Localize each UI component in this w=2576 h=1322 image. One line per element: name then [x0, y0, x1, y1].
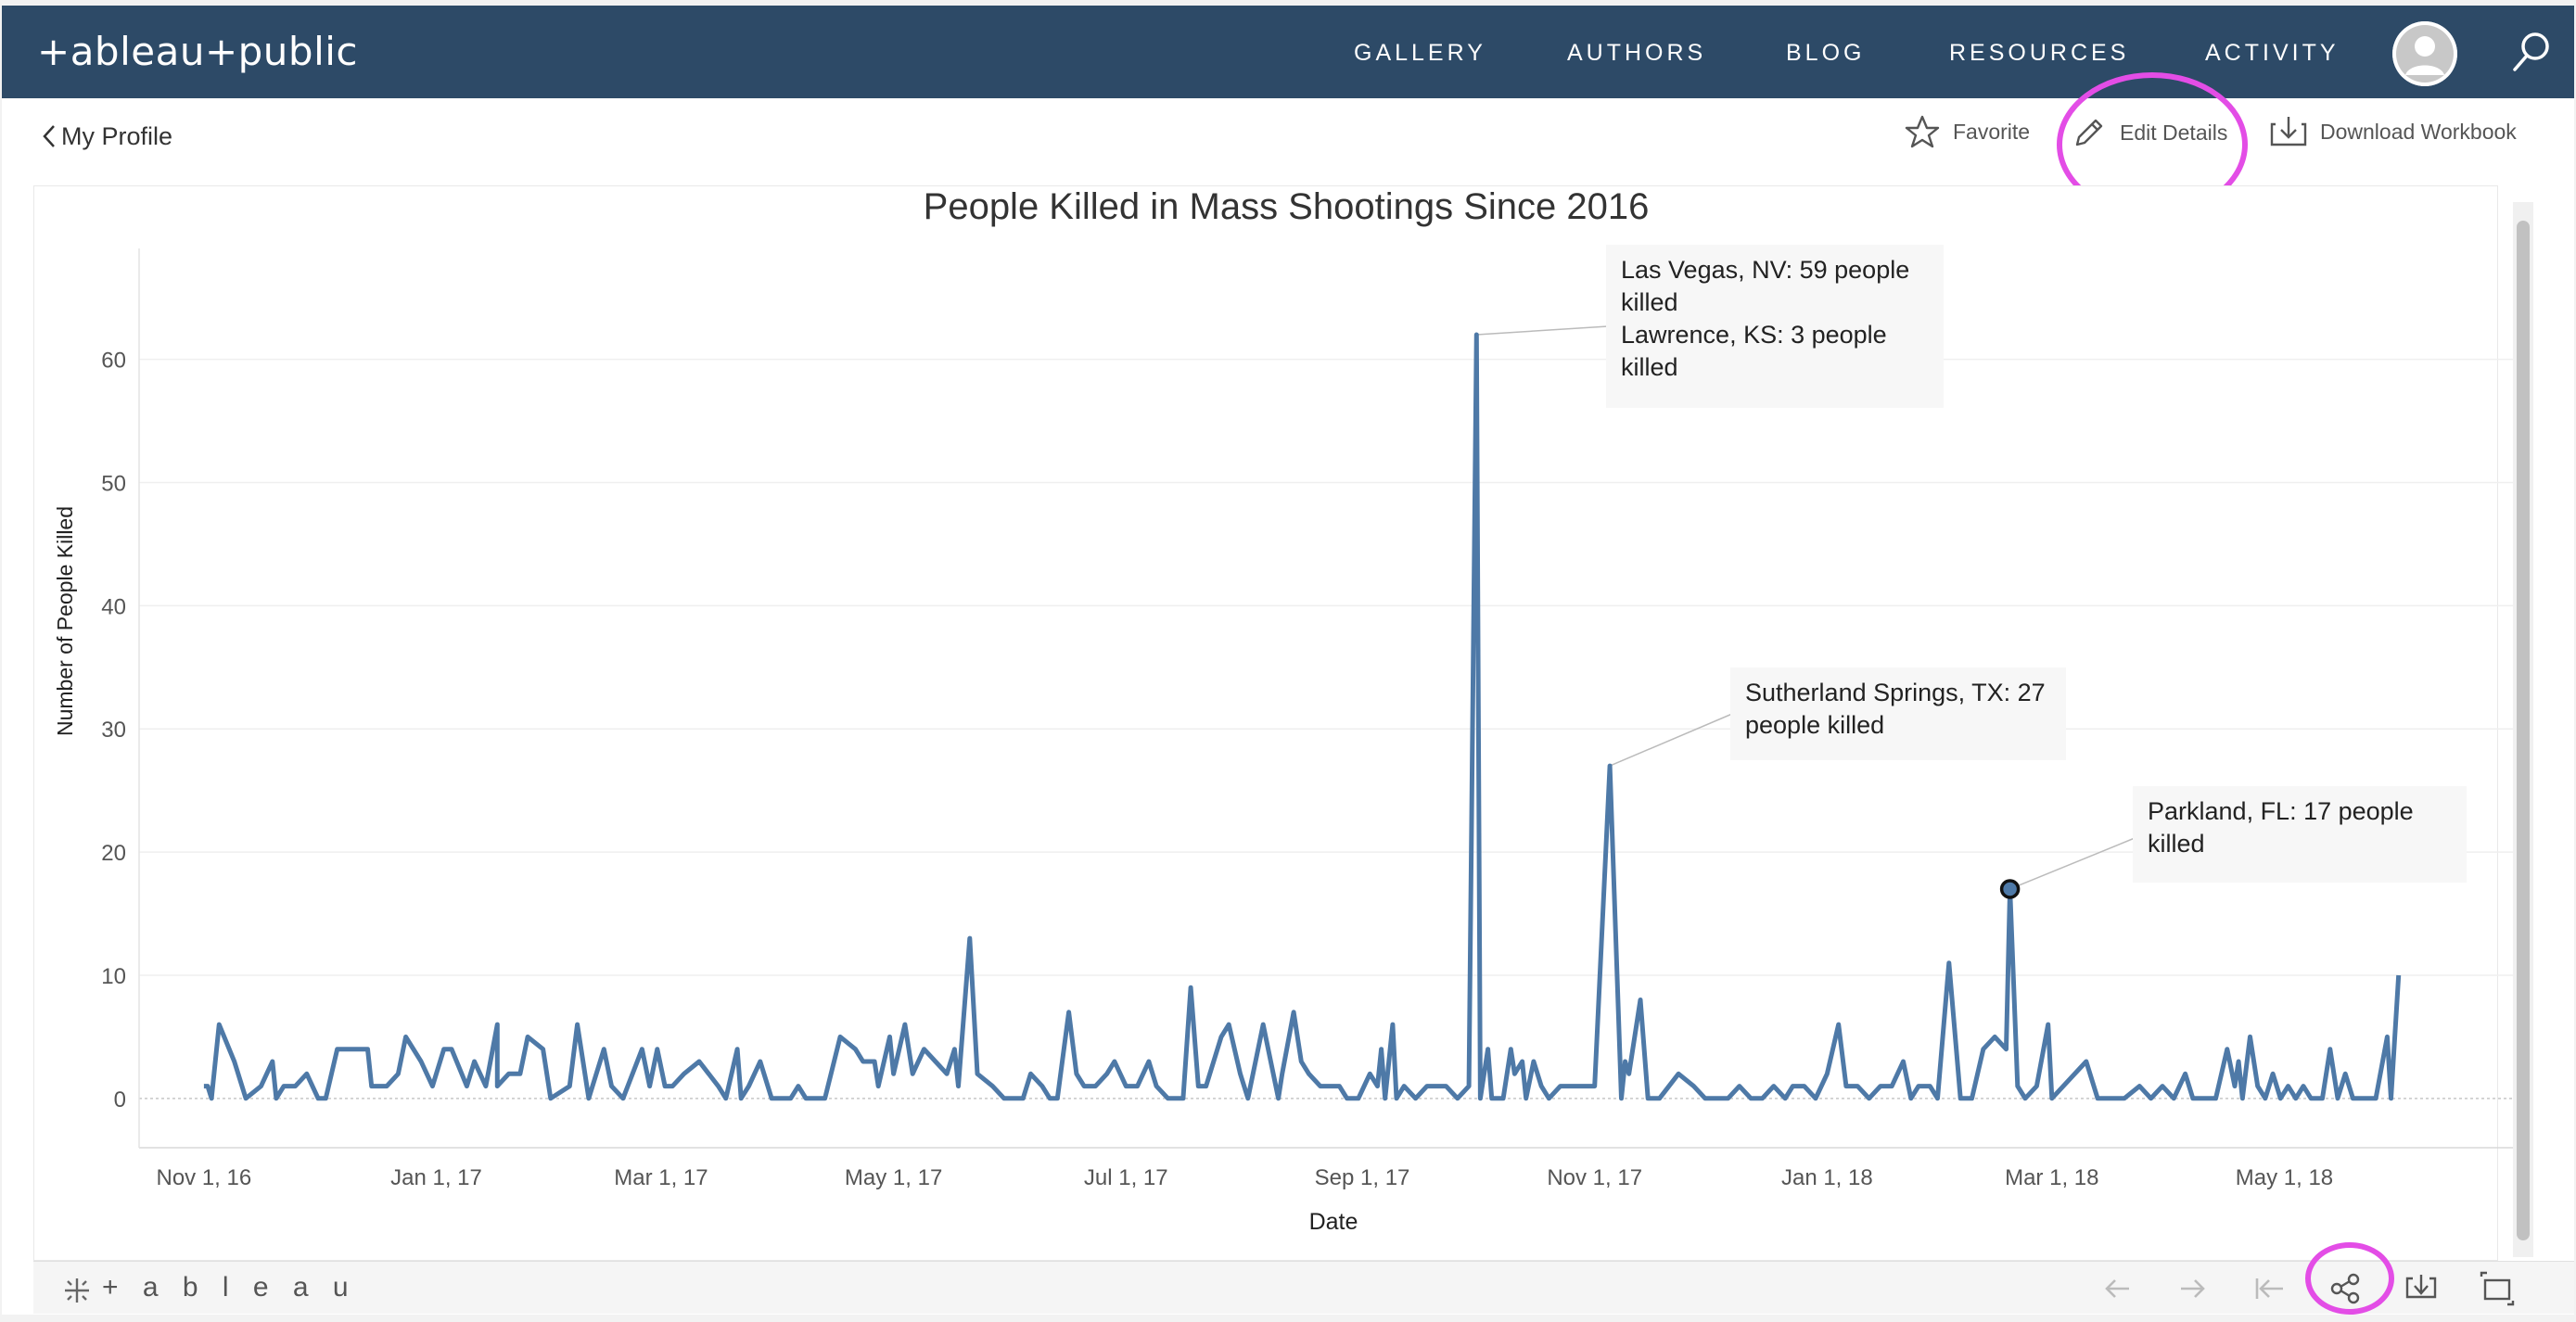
edit-details-button[interactable]: Edit Details	[2072, 115, 2227, 150]
nav-blog[interactable]: BLOG	[1786, 40, 1866, 66]
user-silhouette-icon	[2392, 21, 2457, 86]
star-icon	[1905, 115, 1940, 148]
nav-authors[interactable]: AUTHORS	[1567, 40, 1707, 66]
series-line-people-killed[interactable]	[203, 332, 2402, 1101]
annotation-leader-line	[1609, 713, 1733, 767]
nav-activity[interactable]: ACTIVITY	[2205, 40, 2340, 66]
annotation-parkland: Parkland, FL: 17 people killed	[2133, 786, 2467, 883]
tableau-mark-icon	[65, 1278, 89, 1303]
annotation-line: killed	[1621, 353, 1678, 381]
x-tick-label: Jan 1, 18	[1781, 1165, 1873, 1190]
download-workbook-button[interactable]: Download Workbook	[2270, 115, 2517, 148]
back-label: My Profile	[61, 122, 173, 150]
x-axis-ticks: Nov 1, 16 Jan 1, 17 Mar 1, 17 May 1, 17 Jul …	[156, 1165, 2333, 1190]
annotation-leaders	[1476, 325, 2136, 890]
redo-icon[interactable]	[2175, 1271, 2211, 1306]
tableau-public-logo[interactable]: +ableau+public	[37, 29, 359, 74]
line-chart: People Killed in Mass Shootings Since 20…	[53, 186, 2513, 1235]
tableau-footer-logo[interactable]: + a b l e a u	[102, 1272, 357, 1303]
y-tick-label: 60	[101, 349, 126, 374]
top-navigation-bar: +ableau+public GALLERY AUTHORS BLOG RESO…	[2, 6, 2574, 98]
x-tick-label: Mar 1, 18	[2005, 1165, 2098, 1190]
y-tick-label: 0	[114, 1087, 126, 1112]
x-tick-label: May 1, 18	[2236, 1165, 2333, 1190]
annotation-line: Lawrence, KS: 3 people	[1621, 321, 1887, 349]
y-tick-label: 20	[101, 841, 126, 866]
search-icon[interactable]	[2507, 28, 2556, 76]
undo-icon[interactable]	[2099, 1271, 2135, 1306]
annotation-line: killed	[2148, 830, 2205, 858]
chart-title: People Killed in Mass Shootings Since 20…	[924, 186, 1650, 227]
share-icon[interactable]	[2327, 1271, 2363, 1306]
x-tick-label: Nov 1, 17	[1547, 1165, 1642, 1190]
annotation-line: killed	[1621, 288, 1678, 316]
x-tick-label: Nov 1, 16	[156, 1165, 251, 1190]
y-axis-ticks: 0 10 20 30 40 50 60	[101, 349, 126, 1112]
viz-container	[33, 185, 2498, 1261]
annotation-leader-line	[2009, 837, 2136, 890]
nav-resources[interactable]: RESOURCES	[1949, 40, 2130, 66]
annotation-leader-line	[1476, 325, 1609, 336]
download-icon[interactable]	[2404, 1271, 2439, 1306]
annotation-line: Parkland, FL: 17 people	[2148, 797, 2414, 825]
edit-details-label: Edit Details	[2120, 121, 2228, 145]
annotation-line: people killed	[1745, 711, 1885, 739]
scrollbar-thumb[interactable]	[2517, 221, 2530, 1240]
fullscreen-icon[interactable]	[2480, 1271, 2515, 1306]
nav-gallery[interactable]: GALLERY	[1354, 40, 1486, 66]
user-avatar[interactable]	[2392, 21, 2457, 86]
favorite-button[interactable]: Favorite	[1905, 115, 2030, 148]
chevron-left-icon	[43, 125, 55, 147]
pencil-icon	[2075, 119, 2103, 146]
annotation-line: Sutherland Springs, TX: 27	[1745, 679, 2046, 706]
favorite-label: Favorite	[1953, 120, 2031, 144]
x-tick-label: Jul 1, 17	[1084, 1165, 1168, 1190]
download-icon	[2270, 117, 2307, 146]
y-tick-label: 10	[101, 964, 126, 989]
y-tick-label: 40	[101, 594, 126, 619]
gridlines	[139, 358, 2513, 1100]
x-axis-label: Date	[1309, 1209, 1358, 1235]
annotation-las-vegas: Las Vegas, NV: 59 people killed Lawrence…	[1606, 245, 1944, 408]
highlighted-point-parkland[interactable]	[1999, 879, 2021, 899]
y-tick-label: 50	[101, 471, 126, 496]
x-tick-label: May 1, 17	[845, 1165, 942, 1190]
viz-toolbar: + a b l e a u	[33, 1261, 2574, 1314]
y-tick-label: 30	[101, 718, 126, 743]
revert-icon[interactable]	[2251, 1271, 2287, 1306]
browser-page: +ableau+public GALLERY AUTHORS BLOG RESO…	[2, 6, 2574, 1315]
x-tick-label: Jan 1, 17	[390, 1165, 482, 1190]
download-workbook-label: Download Workbook	[2320, 120, 2517, 144]
vertical-scrollbar[interactable]	[2513, 202, 2533, 1257]
annotation-line: Las Vegas, NV: 59 people	[1621, 256, 1910, 284]
back-to-profile-link[interactable]: My Profile	[43, 121, 172, 152]
x-tick-label: Mar 1, 17	[614, 1165, 708, 1190]
annotation-sutherland-springs: Sutherland Springs, TX: 27 people killed	[1730, 667, 2066, 760]
x-tick-label: Sep 1, 17	[1315, 1165, 1410, 1190]
y-axis-label: Number of People Killed	[53, 506, 77, 736]
